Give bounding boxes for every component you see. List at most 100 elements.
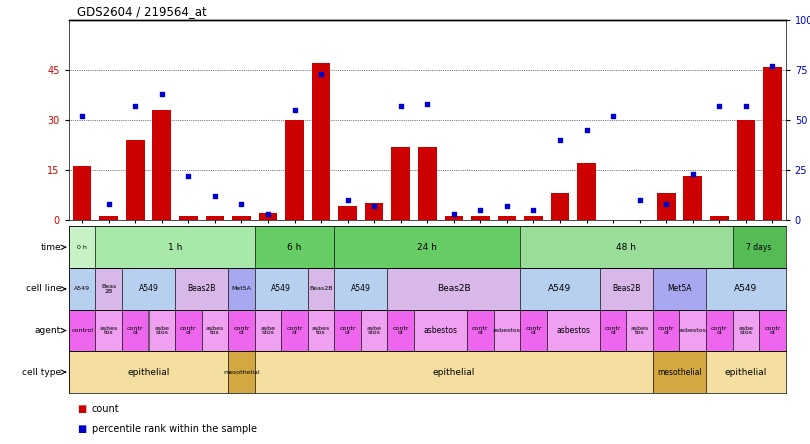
Bar <box>657 193 676 220</box>
Bar <box>308 268 335 310</box>
Bar <box>706 310 732 351</box>
Text: A549: A549 <box>271 284 291 293</box>
Text: asbes
tos: asbes tos <box>630 326 649 335</box>
Text: Met5A: Met5A <box>667 284 692 293</box>
Bar <box>175 310 202 351</box>
Bar <box>335 226 520 268</box>
Bar <box>387 310 414 351</box>
Bar <box>445 217 463 220</box>
Bar <box>96 226 254 268</box>
Text: asbestos: asbestos <box>493 328 521 333</box>
Bar <box>763 67 782 220</box>
Bar <box>148 310 175 351</box>
Text: cell type: cell type <box>22 368 61 377</box>
Bar <box>467 310 493 351</box>
Point <box>553 136 566 143</box>
Point <box>713 103 726 110</box>
Text: contr
ol: contr ol <box>233 326 249 335</box>
Text: asbestos: asbestos <box>679 328 706 333</box>
Bar <box>126 140 144 220</box>
Bar <box>96 268 122 310</box>
Text: contr
ol: contr ol <box>127 326 143 335</box>
Point <box>314 71 327 78</box>
Point <box>208 192 221 199</box>
Text: contr
ol: contr ol <box>393 326 409 335</box>
Text: contr
ol: contr ol <box>525 326 542 335</box>
Bar <box>706 268 786 310</box>
Bar <box>152 110 171 220</box>
Point <box>181 172 194 179</box>
Text: cell line: cell line <box>25 284 61 293</box>
Bar <box>391 147 410 220</box>
Bar <box>710 217 729 220</box>
Bar <box>206 217 224 220</box>
Bar <box>547 310 600 351</box>
Point <box>156 91 168 98</box>
Bar <box>418 147 437 220</box>
Text: percentile rank within the sample: percentile rank within the sample <box>92 424 257 434</box>
Text: 7 days: 7 days <box>747 243 772 252</box>
Text: contr
ol: contr ol <box>711 326 727 335</box>
Bar <box>228 268 254 310</box>
Bar <box>626 310 653 351</box>
Bar <box>339 206 357 220</box>
Text: 6 h: 6 h <box>288 243 301 252</box>
Bar <box>524 217 543 220</box>
Text: ■: ■ <box>77 424 86 434</box>
Bar <box>122 310 148 351</box>
Bar <box>653 268 706 310</box>
Point <box>394 103 407 110</box>
Bar <box>254 226 335 268</box>
Text: asbes
tos: asbes tos <box>100 326 117 335</box>
Text: time: time <box>40 243 61 252</box>
Text: epithelial: epithelial <box>127 368 169 377</box>
Text: contr
ol: contr ol <box>339 326 356 335</box>
Bar <box>335 310 361 351</box>
Text: asbes
tos: asbes tos <box>312 326 330 335</box>
Bar <box>254 268 308 310</box>
Bar <box>100 217 118 220</box>
Text: contr
ol: contr ol <box>764 326 781 335</box>
Text: mesothelial: mesothelial <box>223 369 260 375</box>
Text: asbestos: asbestos <box>424 326 458 335</box>
Bar <box>96 310 122 351</box>
Bar <box>69 226 96 268</box>
Text: asbe
stos: asbe stos <box>367 326 382 335</box>
Text: A549: A549 <box>139 284 159 293</box>
Bar <box>228 310 254 351</box>
Bar <box>285 120 304 220</box>
Point <box>420 100 433 107</box>
Text: 1 h: 1 h <box>168 243 182 252</box>
Text: 48 h: 48 h <box>616 243 637 252</box>
Point <box>75 112 88 119</box>
Text: 24 h: 24 h <box>417 243 437 252</box>
Text: control: control <box>71 328 93 333</box>
Text: asbe
stos: asbe stos <box>154 326 169 335</box>
Text: agent: agent <box>35 326 61 335</box>
Point <box>288 107 301 114</box>
Point <box>580 127 593 134</box>
Bar <box>680 310 706 351</box>
Text: asbestos: asbestos <box>556 326 590 335</box>
Text: Beas2B: Beas2B <box>309 286 333 291</box>
Text: Beas2B: Beas2B <box>612 284 641 293</box>
Text: epithelial: epithelial <box>725 368 767 377</box>
Bar <box>254 351 653 393</box>
Text: A549: A549 <box>548 284 572 293</box>
Bar <box>493 310 520 351</box>
Text: A549: A549 <box>74 286 90 291</box>
Bar <box>361 310 387 351</box>
Bar <box>497 217 516 220</box>
Bar <box>520 226 732 268</box>
Bar <box>312 63 330 220</box>
Bar <box>600 310 626 351</box>
Bar <box>175 268 228 310</box>
Text: Beas2B: Beas2B <box>437 284 471 293</box>
Bar <box>73 166 92 220</box>
Bar <box>69 268 96 310</box>
Text: contr
ol: contr ol <box>180 326 197 335</box>
Text: count: count <box>92 404 119 414</box>
Bar <box>364 203 383 220</box>
Bar <box>258 213 277 220</box>
Point <box>341 196 354 203</box>
